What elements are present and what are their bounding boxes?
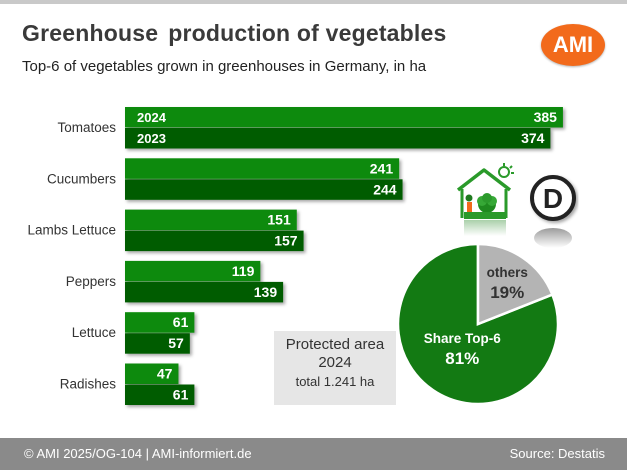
bar-peppers-2024 <box>125 260 261 282</box>
germany-d-badge-icon: D <box>530 175 576 248</box>
bar-peppers-2023 <box>125 281 284 303</box>
value-label-lambs-lettuce-2024: 151 <box>267 212 291 228</box>
category-label-lettuce: Lettuce <box>72 325 116 340</box>
category-label-lambs-lettuce: Lambs Lettuce <box>27 223 116 238</box>
value-label-lettuce-2023: 57 <box>168 335 184 351</box>
value-label-radishes-2023: 61 <box>173 387 189 403</box>
series-label-2024: 2024 <box>137 110 167 125</box>
value-label-peppers-2024: 119 <box>232 263 255 279</box>
category-label-tomatoes: Tomatoes <box>57 120 116 135</box>
bars-group: Tomatoes 385 2024 374 2023 Cucumbers 241 244 Lam… <box>27 107 563 405</box>
footer: © AMI 2025/OG-104 | AMI-informiert.de So… <box>0 438 627 470</box>
pie-slice-others <box>476 242 555 326</box>
pie-label-others: others <box>487 265 528 280</box>
footer-copyright: © AMI 2025/OG-104 | AMI-informiert.de <box>24 446 252 461</box>
bar-lambs-lettuce-2024 <box>125 209 297 231</box>
protected-area-year: 2024 <box>318 354 352 371</box>
bar-radishes-2023 <box>125 384 195 405</box>
bar-radishes-2024 <box>125 363 179 384</box>
value-label-cucumbers-2023: 244 <box>373 181 397 197</box>
bar-cucumbers-2024 <box>125 158 400 179</box>
category-label-cucumbers: Cucumbers <box>47 171 116 186</box>
protected-area-total: total 1.241 ha <box>295 374 375 389</box>
protected-area-box: Protected area 2024 total 1.241 ha <box>274 331 396 405</box>
bar-tomatoes-2024 <box>125 107 563 128</box>
title-part-1: Greenhouse <box>22 20 159 46</box>
value-label-lambs-lettuce-2023: 157 <box>274 233 298 249</box>
value-label-tomatoes-2023: 374 <box>521 130 545 146</box>
header-line <box>0 0 627 4</box>
pie-chart: Share Top-6 81% others 19% <box>396 242 560 406</box>
footer-source: Source: Destatis <box>509 446 605 461</box>
pie-value-share-top-6: 81% <box>445 349 479 368</box>
pie-value-others: 19% <box>490 283 524 302</box>
category-label-peppers: Peppers <box>66 274 117 289</box>
title-part-2: production of vegetables <box>168 20 447 46</box>
ami-logo: AMI <box>541 24 605 66</box>
bar-lettuce-2023 <box>125 333 190 354</box>
greenhouse-icon <box>456 163 514 236</box>
value-label-peppers-2023: 139 <box>254 284 278 300</box>
page-subtitle: Top-6 of vegetables grown in greenhouses… <box>22 58 427 75</box>
bar-tomatoes-2023 <box>125 128 551 149</box>
value-label-tomatoes-2024: 385 <box>534 109 558 125</box>
series-label-2023: 2023 <box>137 131 166 146</box>
page-title: Greenhouse production of vegetables <box>22 20 447 47</box>
badge-letter: D <box>543 183 563 214</box>
value-label-radishes-2024: 47 <box>157 366 173 382</box>
category-label-radishes: Radishes <box>60 377 117 392</box>
protected-area-label: Protected area <box>285 336 385 353</box>
value-label-cucumbers-2024: 241 <box>370 160 394 176</box>
value-label-lettuce-2024: 61 <box>173 314 189 330</box>
chart-area: Tomatoes 385 2024 374 2023 Cucumbers 241 244 Lam… <box>27 107 576 406</box>
pie-label-share-top-6: Share Top-6 <box>424 331 502 346</box>
bar-lettuce-2024 <box>125 312 195 333</box>
bar-cucumbers-2023 <box>125 179 403 200</box>
bar-lambs-lettuce-2023 <box>125 230 304 252</box>
